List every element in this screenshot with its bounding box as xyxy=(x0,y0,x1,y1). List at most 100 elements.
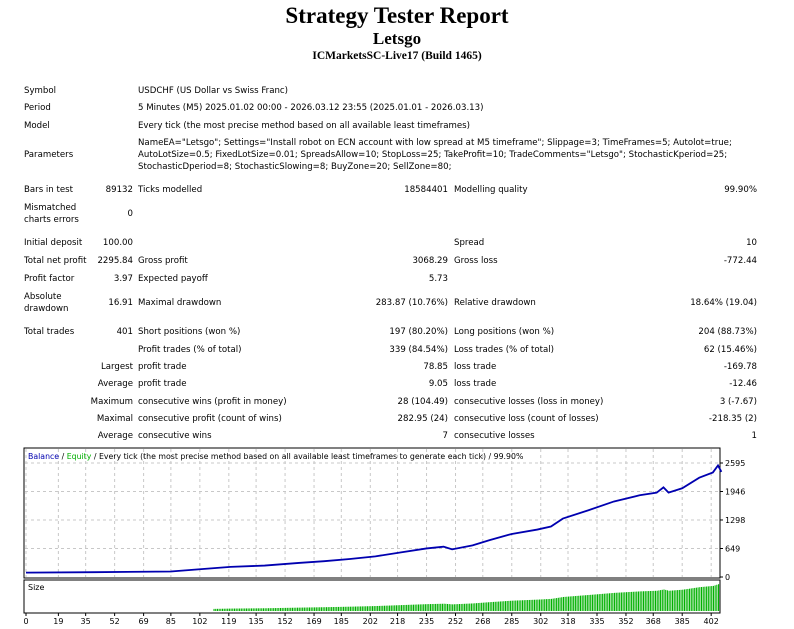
size-bar xyxy=(305,607,307,611)
stat-pf: 3.97 xyxy=(113,274,133,284)
size-bar xyxy=(544,599,546,611)
size-bar xyxy=(423,604,425,611)
size-bar xyxy=(622,592,624,611)
size-bar xyxy=(395,605,397,611)
size-bar xyxy=(641,591,643,611)
size-bar xyxy=(419,604,421,611)
symbol-label: Symbol xyxy=(24,86,57,96)
stat-al: -12.46 xyxy=(729,379,757,389)
size-bar xyxy=(556,598,558,611)
size-bar xyxy=(660,590,662,611)
size-bar xyxy=(269,608,271,611)
stat-spread-label: Spread xyxy=(454,238,485,248)
stat-net-label: Total net profit xyxy=(24,256,87,266)
size-bar xyxy=(692,588,694,611)
size-bar xyxy=(285,607,287,611)
size-bar xyxy=(520,600,522,611)
stat-long: 204 (88.73%) xyxy=(698,327,757,337)
size-bar xyxy=(474,603,476,611)
stat-spread: 10 xyxy=(746,238,757,248)
size-bar xyxy=(702,586,704,611)
size-bar xyxy=(331,607,333,611)
size-bar xyxy=(453,604,455,611)
size-bar xyxy=(436,603,438,611)
size-bar xyxy=(668,590,670,611)
y-tick-label: 0 xyxy=(725,573,730,582)
size-bar xyxy=(504,601,507,611)
size-bar xyxy=(665,589,667,611)
size-bar xyxy=(382,605,384,611)
size-bar xyxy=(363,606,365,611)
size-bar xyxy=(653,590,655,611)
size-bar xyxy=(278,608,280,611)
size-bar xyxy=(578,595,580,611)
x-tick-label: 152 xyxy=(277,617,292,626)
stat-gross-profit: 3068.29 xyxy=(412,256,448,266)
size-bar xyxy=(629,591,631,611)
size-bar xyxy=(329,607,331,611)
size-bar xyxy=(709,586,711,611)
size-bar xyxy=(588,594,590,611)
size-bar xyxy=(496,601,498,611)
size-bar xyxy=(377,605,379,611)
size-bar xyxy=(315,607,317,611)
model-value: Every tick (the most precise method base… xyxy=(138,121,471,131)
size-bar xyxy=(532,599,534,611)
stat-lp: 78.85 xyxy=(423,362,448,372)
stat-mismatch-label2: charts errors xyxy=(24,215,79,225)
stat-net: 2295.84 xyxy=(97,256,133,266)
size-bar xyxy=(390,605,392,611)
size-bar xyxy=(228,608,230,611)
size-bar xyxy=(411,604,413,611)
size-bar xyxy=(603,593,605,611)
size-bar xyxy=(373,606,375,611)
size-bar xyxy=(610,593,612,611)
size-bar xyxy=(475,603,478,611)
size-bar xyxy=(435,603,437,611)
x-tick-label: 335 xyxy=(589,617,604,626)
size-bar xyxy=(486,602,488,611)
size-bar xyxy=(625,592,628,611)
size-bar xyxy=(619,592,621,611)
stat-lt-label: Loss trades (% of total) xyxy=(454,345,554,355)
size-bar xyxy=(675,590,677,611)
size-bar xyxy=(704,586,706,611)
size-bar xyxy=(397,605,399,611)
y-tick-label: 649 xyxy=(725,544,740,553)
size-bar xyxy=(416,604,418,611)
stat-ll-label: loss trade xyxy=(454,362,497,372)
stat-average-label: Average xyxy=(97,379,133,389)
size-bar xyxy=(288,607,290,611)
size-bar xyxy=(607,593,609,611)
size-bar xyxy=(510,600,512,611)
size-bar xyxy=(443,603,445,611)
size-bar xyxy=(527,600,529,611)
size-bar xyxy=(264,608,266,611)
size-bar xyxy=(300,607,302,611)
x-tick-label: 218 xyxy=(390,617,405,626)
size-bar xyxy=(383,605,386,611)
size-bar xyxy=(700,587,703,611)
size-bar xyxy=(469,603,471,611)
size-bar xyxy=(477,603,479,611)
size-bar xyxy=(632,591,634,611)
size-bar xyxy=(528,599,530,611)
size-bar xyxy=(484,602,486,611)
size-bar xyxy=(245,608,247,611)
size-bar xyxy=(399,605,401,611)
size-bar xyxy=(341,606,343,611)
size-bar xyxy=(286,607,288,611)
size-bar xyxy=(389,605,391,611)
size-bar xyxy=(644,591,646,611)
size-bar xyxy=(295,607,297,611)
size-bar xyxy=(498,601,500,611)
stat-maximal-label: Maximal xyxy=(96,414,133,424)
x-tick-label: 69 xyxy=(139,617,149,626)
x-tick-label: 85 xyxy=(166,617,176,626)
size-bar xyxy=(274,608,276,611)
size-bar xyxy=(612,593,614,611)
stat-ap-label: profit trade xyxy=(138,379,187,389)
stat-lt: 62 (15.46%) xyxy=(703,345,757,355)
size-bar xyxy=(256,608,258,611)
legend-description: / Every tick (the most precise method ba… xyxy=(91,452,523,461)
